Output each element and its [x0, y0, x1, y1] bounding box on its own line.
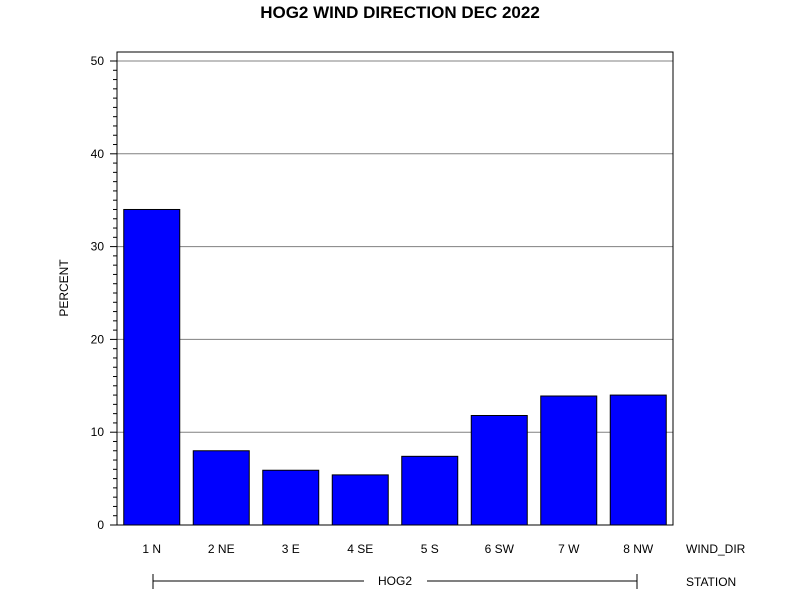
- y-tick-label: 30: [91, 240, 105, 254]
- group-label: HOG2: [378, 574, 412, 588]
- group-axis: HOG2: [152, 574, 638, 589]
- gridlines: [117, 60, 673, 433]
- y-axis: 0 10 20 30 40 50: [91, 54, 117, 532]
- x-tick-label: 3 E: [282, 542, 300, 556]
- x-axis-label: WIND_DIR: [686, 542, 746, 556]
- bar-2-ne: [192, 450, 250, 526]
- bar-5-s: [401, 455, 459, 526]
- x-tick-label: 1 N: [142, 542, 161, 556]
- bar-7-w: [540, 395, 598, 526]
- y-tick-label: 50: [91, 54, 105, 68]
- bar-1-n: [123, 208, 181, 526]
- bar-4-se: [331, 474, 389, 526]
- bar-3-e: [262, 469, 320, 526]
- x-tick-label: 7 W: [558, 542, 580, 556]
- x-tick-label: 4 SE: [347, 542, 373, 556]
- bar-6-sw: [470, 414, 528, 526]
- x-tick-label: 8 NW: [623, 542, 654, 556]
- x-tick-label: 6 SW: [485, 542, 515, 556]
- chart-title: HOG2 WIND DIRECTION DEC 2022: [260, 3, 540, 22]
- plot-frame: [116, 51, 674, 526]
- y-tick-label: 40: [91, 147, 105, 161]
- bars: [123, 208, 667, 526]
- bar-8-nw: [609, 394, 667, 526]
- x-axis-categories: 1 N 2 NE 3 E 4 SE 5 S 6 SW 7 W 8 NW: [142, 542, 654, 556]
- x-tick-label: 2 NE: [208, 542, 235, 556]
- y-axis-label: PERCENT: [57, 259, 71, 317]
- y-tick-label: 20: [91, 332, 105, 346]
- y-tick-label: 0: [97, 518, 104, 532]
- group-axis-label: STATION: [686, 575, 736, 589]
- y-tick-label: 10: [91, 425, 105, 439]
- x-tick-label: 5 S: [421, 542, 439, 556]
